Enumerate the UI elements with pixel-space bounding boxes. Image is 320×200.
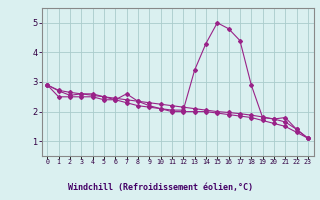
Text: Windchill (Refroidissement éolien,°C): Windchill (Refroidissement éolien,°C) [68,183,252,192]
